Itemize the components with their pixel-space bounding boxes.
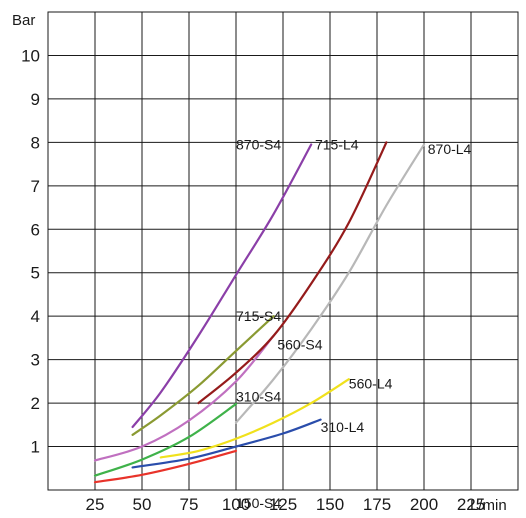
series-label-870-L4: 870-L4 [428,141,472,157]
series-line-870-S4 [131,143,313,429]
x-tick-labels: 25 50 75 100 125 150 175 200 225 [86,495,486,514]
x-tick-label: 225 [457,495,485,514]
y-tick-labels: 1 2 3 4 5 6 7 8 9 10 [21,46,40,456]
y-tick-label: 5 [31,264,40,283]
x-tick-label: 125 [269,495,297,514]
y-tick-label: 10 [21,46,40,65]
y-tick-label: 4 [31,307,40,326]
grid [47,11,519,491]
series-line-150-S4 [93,449,238,484]
series-label-310-S4: 310-S4 [236,389,281,405]
y-tick-label: 8 [31,133,40,152]
y-tick-label: 6 [31,220,40,239]
series-label-310-L4: 310-L4 [321,419,365,435]
y-tick-label: 7 [31,177,40,196]
series-label-560-L4: 560-L4 [349,376,393,392]
x-tick-label: 175 [363,495,391,514]
series-line-715-S4 [131,315,275,436]
series-label-150-S4: 150-S4 [236,495,281,511]
series-line-310-S4 [93,402,238,477]
x-tick-label: 100 [222,495,250,514]
series-layer [93,141,426,484]
series-label-870-S4: 870-S4 [236,137,281,153]
y-tick-label: 2 [31,394,40,413]
x-tick-label: 25 [86,495,105,514]
series-line-715-L4 [197,141,388,405]
x-tick-label: 200 [410,495,438,514]
x-axis-unit-label: L/min [470,497,507,514]
y-tick-label: 9 [31,90,40,109]
y-tick-label: 3 [31,351,40,370]
y-tick-label: 1 [31,438,40,457]
series-label-715-S4: 715-S4 [236,308,281,324]
x-tick-label: 50 [133,495,152,514]
series-line-870-L4 [234,143,426,424]
series-label-715-L4: 715-L4 [315,137,359,153]
x-tick-label: 150 [316,495,344,514]
series-line-310-L4 [131,418,322,469]
series-label-560-S4: 560-S4 [277,336,322,352]
series-line-560-S4 [93,334,275,462]
y-axis-unit-label: Bar [12,12,35,29]
x-tick-label: 75 [180,495,199,514]
series-line-560-L4 [159,378,350,459]
series-labels: 150-S4 310-L4 560-L4 310-S4 560-S4 715-S4 870-… [236,137,472,512]
